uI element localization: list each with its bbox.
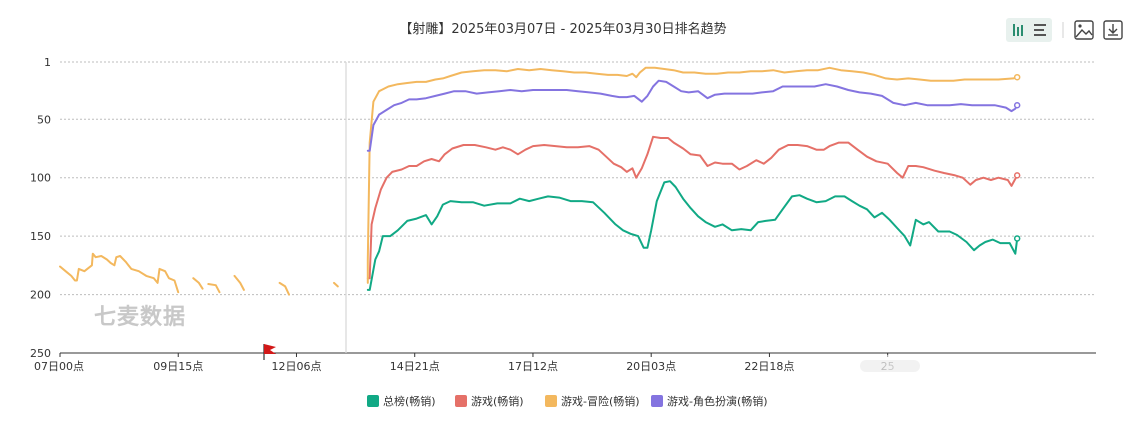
x-tick-label: 09日15点 — [153, 360, 203, 373]
bar-chart-icon[interactable] — [1013, 24, 1023, 36]
series-end-point[interactable] — [1013, 101, 1021, 109]
legend-item[interactable]: 游戏-冒险(畅销) — [545, 394, 640, 408]
download-icon[interactable] — [1103, 20, 1123, 40]
y-tick-label: 250 — [30, 347, 51, 360]
legend: 总榜(畅销) 游戏(畅销) 游戏-冒险(畅销) 游戏-角色扮演(畅销) — [367, 394, 768, 408]
legend-label: 总榜(畅销) — [383, 394, 436, 408]
legend-label: 游戏(畅销) — [471, 394, 524, 408]
series-line[interactable] — [59, 66, 1019, 296]
chart-type-toggle[interactable] — [1006, 18, 1052, 42]
flag-marker-icon[interactable] — [263, 344, 276, 360]
x-tick-label: 17日12点 — [508, 360, 558, 373]
x-tick-label: 22日18点 — [744, 360, 794, 373]
series-line[interactable] — [366, 180, 1019, 291]
legend-item[interactable]: 游戏(畅销) — [455, 394, 524, 408]
series-end-point[interactable] — [1013, 235, 1021, 242]
legend-item[interactable]: 游戏-角色扮演(畅销) — [651, 394, 768, 408]
image-icon[interactable] — [1074, 20, 1094, 40]
x-tick-label: 07日00点 — [34, 360, 84, 373]
legend-item[interactable]: 总榜(畅销) — [367, 394, 436, 408]
series-line[interactable] — [366, 79, 1019, 152]
legend-swatch — [455, 395, 467, 407]
legend-swatch — [651, 395, 663, 407]
grid-layer — [60, 61, 1096, 296]
series-end-point[interactable] — [1013, 73, 1021, 81]
legend-label: 游戏-冒险(畅销) — [561, 394, 640, 408]
legend-swatch — [367, 395, 379, 407]
legend-label: 游戏-角色扮演(畅销) — [667, 394, 768, 408]
series-line[interactable] — [366, 135, 1019, 280]
x-tick-label: 14日21点 — [390, 360, 440, 373]
chart-title: 【射雕】2025年03月07日 - 2025年03月30日排名趋势 — [399, 21, 726, 37]
y-tick-label: 100 — [30, 172, 51, 185]
x-tick-label: 20日03点 — [626, 360, 676, 373]
series-layer — [59, 66, 1021, 296]
watermark: 七麦数据 — [94, 304, 186, 330]
y-tick-label: 200 — [30, 289, 51, 302]
legend-swatch — [545, 395, 557, 407]
axis-label-fade-soft — [860, 360, 920, 372]
y-tick-label: 50 — [37, 113, 51, 126]
series-end-point[interactable] — [1013, 172, 1021, 179]
x-tick-label: 12日06点 — [271, 360, 321, 373]
x-axis-ticks: 07日00点 09日15点 12日06点 14日21点 17日12点 20日03点 22日1… — [34, 353, 895, 373]
list-icon[interactable] — [1034, 24, 1046, 36]
y-tick-label: 1 — [44, 56, 51, 69]
y-tick-label: 150 — [30, 230, 51, 243]
